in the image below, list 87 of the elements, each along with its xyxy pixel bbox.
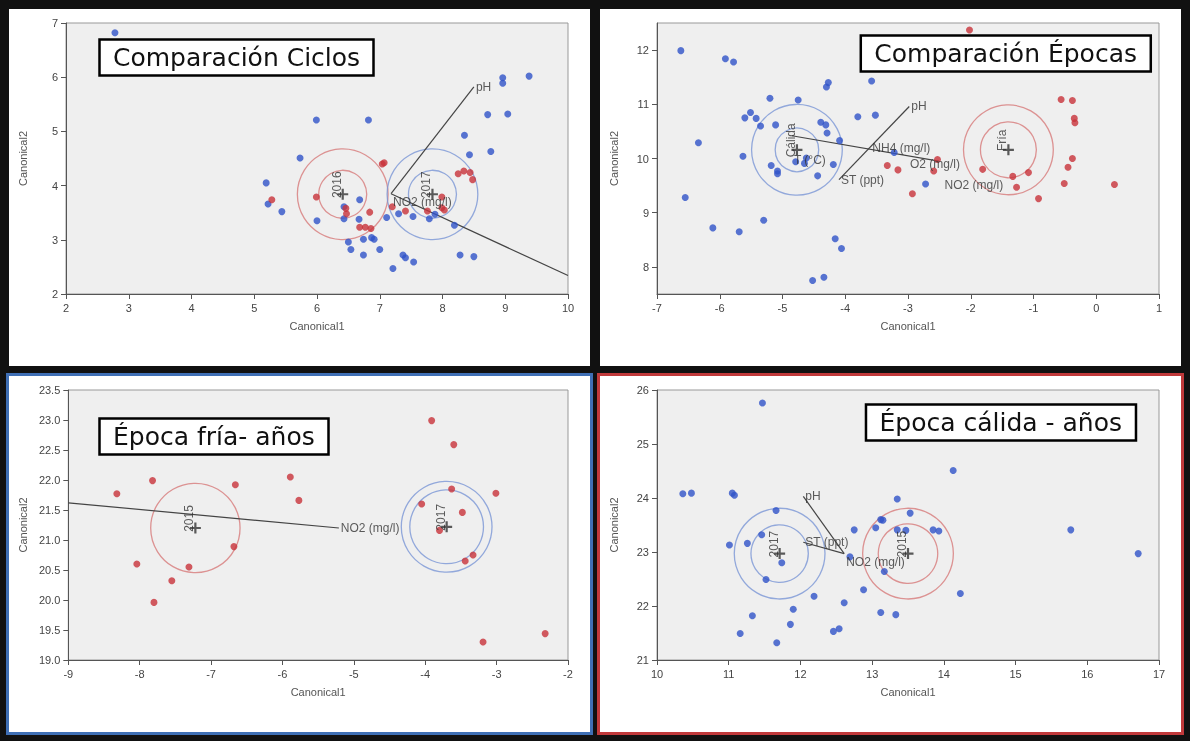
y-tick-label: 21 xyxy=(636,654,649,666)
x-tick-label: 10 xyxy=(561,301,575,314)
x-tick-label: 17 xyxy=(1152,667,1166,680)
annotation: ST (ppt) xyxy=(840,172,885,187)
y-tick-label: 11 xyxy=(637,98,649,111)
x-tick-label: 3 xyxy=(125,301,132,314)
x-tick-label: -8 xyxy=(134,667,145,680)
text: Época fría- años xyxy=(113,422,315,451)
y-tick-label: 26 xyxy=(636,384,649,396)
x-tick-label: -5 xyxy=(348,667,359,680)
y-tick-label: 23 xyxy=(636,546,649,558)
text: Época cálida - años xyxy=(879,408,1123,437)
x-axis-title: Canonical1 xyxy=(880,319,936,332)
text: Comparación Épocas xyxy=(874,39,1138,68)
x-tick-label: -2 xyxy=(563,667,573,680)
y-axis-title: Canonical2 xyxy=(16,130,29,187)
x-tick-label: 15 xyxy=(1009,667,1022,680)
y-axis-title: Canonical2 xyxy=(607,497,620,553)
x-axis-title: Canonical1 xyxy=(880,685,936,698)
x-tick-label: -3 xyxy=(491,667,502,680)
x-tick-label: -1 xyxy=(1028,301,1039,314)
y-tick-label: 22.5 xyxy=(38,444,61,456)
x-tick-label: 0 xyxy=(1093,301,1100,314)
text: 2017 xyxy=(433,503,448,531)
y-tick-label: 24 xyxy=(636,492,649,504)
x-tick-label: -4 xyxy=(420,667,431,680)
text: 2017 xyxy=(766,530,781,558)
annotation: NH4 (mg/l) xyxy=(872,140,931,155)
y-tick-label: 5 xyxy=(51,125,58,138)
y-tick-label: 22.0 xyxy=(38,474,61,486)
x-tick-label: 8 xyxy=(439,301,446,314)
x-tick-label: 11 xyxy=(723,667,735,680)
y-tick-label: 7 xyxy=(51,17,58,29)
x-tick-label: 13 xyxy=(866,667,879,680)
x-tick-label: 7 xyxy=(376,301,383,314)
y-tick-label: 8 xyxy=(642,260,649,273)
x-axis-title: Canonical1 xyxy=(289,319,345,332)
annotation: O2 (mg/l) xyxy=(910,156,961,171)
x-tick-label: -7 xyxy=(206,667,216,680)
text: 2016 xyxy=(329,171,344,199)
x-tick-label: -5 xyxy=(777,301,788,314)
x-tick-label: -6 xyxy=(714,301,725,314)
annotation: pH xyxy=(805,489,821,504)
x-axis-title: Canonical1 xyxy=(290,685,346,698)
x-tick-label: -3 xyxy=(903,301,913,314)
annotation: pH xyxy=(911,99,927,114)
y-tick-label: 6 xyxy=(51,71,58,84)
y-tick-label: 9 xyxy=(642,206,649,219)
y-tick-label: 21.0 xyxy=(38,534,61,546)
x-tick-label: 4 xyxy=(188,301,195,314)
y-tick-label: 20.5 xyxy=(38,564,61,576)
x-tick-label: -6 xyxy=(277,667,288,680)
x-tick-label: 12 xyxy=(794,667,807,680)
x-tick-label: 5 xyxy=(251,301,258,314)
y-tick-label: 23.5 xyxy=(38,384,61,396)
y-tick-label: 19.0 xyxy=(38,654,61,666)
y-axis-title: Canonical2 xyxy=(607,130,620,187)
y-tick-label: 21.5 xyxy=(38,504,61,516)
x-tick-label: 16 xyxy=(1081,667,1094,680)
y-tick-label: 19.5 xyxy=(38,624,61,636)
text: Fría xyxy=(995,129,1010,151)
text: 2017 xyxy=(419,171,434,199)
y-tick-label: 23.0 xyxy=(38,414,61,426)
y-axis-title: Canonical2 xyxy=(16,497,29,553)
y-tick-label: 3 xyxy=(51,233,58,246)
x-tick-label: -9 xyxy=(63,667,74,680)
x-tick-label: -7 xyxy=(652,301,662,314)
x-tick-label: 9 xyxy=(502,301,509,314)
y-tick-label: 12 xyxy=(636,44,649,57)
x-tick-label: 6 xyxy=(313,301,321,314)
annotation: NO2 (mg/l) xyxy=(944,178,1004,193)
annotation: NO2 (mg/l) xyxy=(340,521,400,535)
x-tick-label: 10 xyxy=(650,667,664,680)
text: Comparación Ciclos xyxy=(113,43,361,72)
y-tick-label: 4 xyxy=(51,179,58,192)
x-tick-label: 14 xyxy=(937,667,950,680)
y-tick-label: 20.0 xyxy=(38,594,61,606)
text: 2015 xyxy=(182,504,197,532)
x-tick-label: -4 xyxy=(840,301,851,314)
y-tick-label: 10 xyxy=(636,152,649,165)
annotation: pH xyxy=(475,79,492,94)
y-tick-label: 22 xyxy=(636,600,649,612)
x-tick-label: -2 xyxy=(965,301,976,314)
y-tick-label: 2 xyxy=(51,288,58,300)
x-tick-label: 1 xyxy=(1155,301,1163,314)
x-tick-label: 2 xyxy=(62,301,70,314)
y-tick-label: 25 xyxy=(636,438,649,450)
